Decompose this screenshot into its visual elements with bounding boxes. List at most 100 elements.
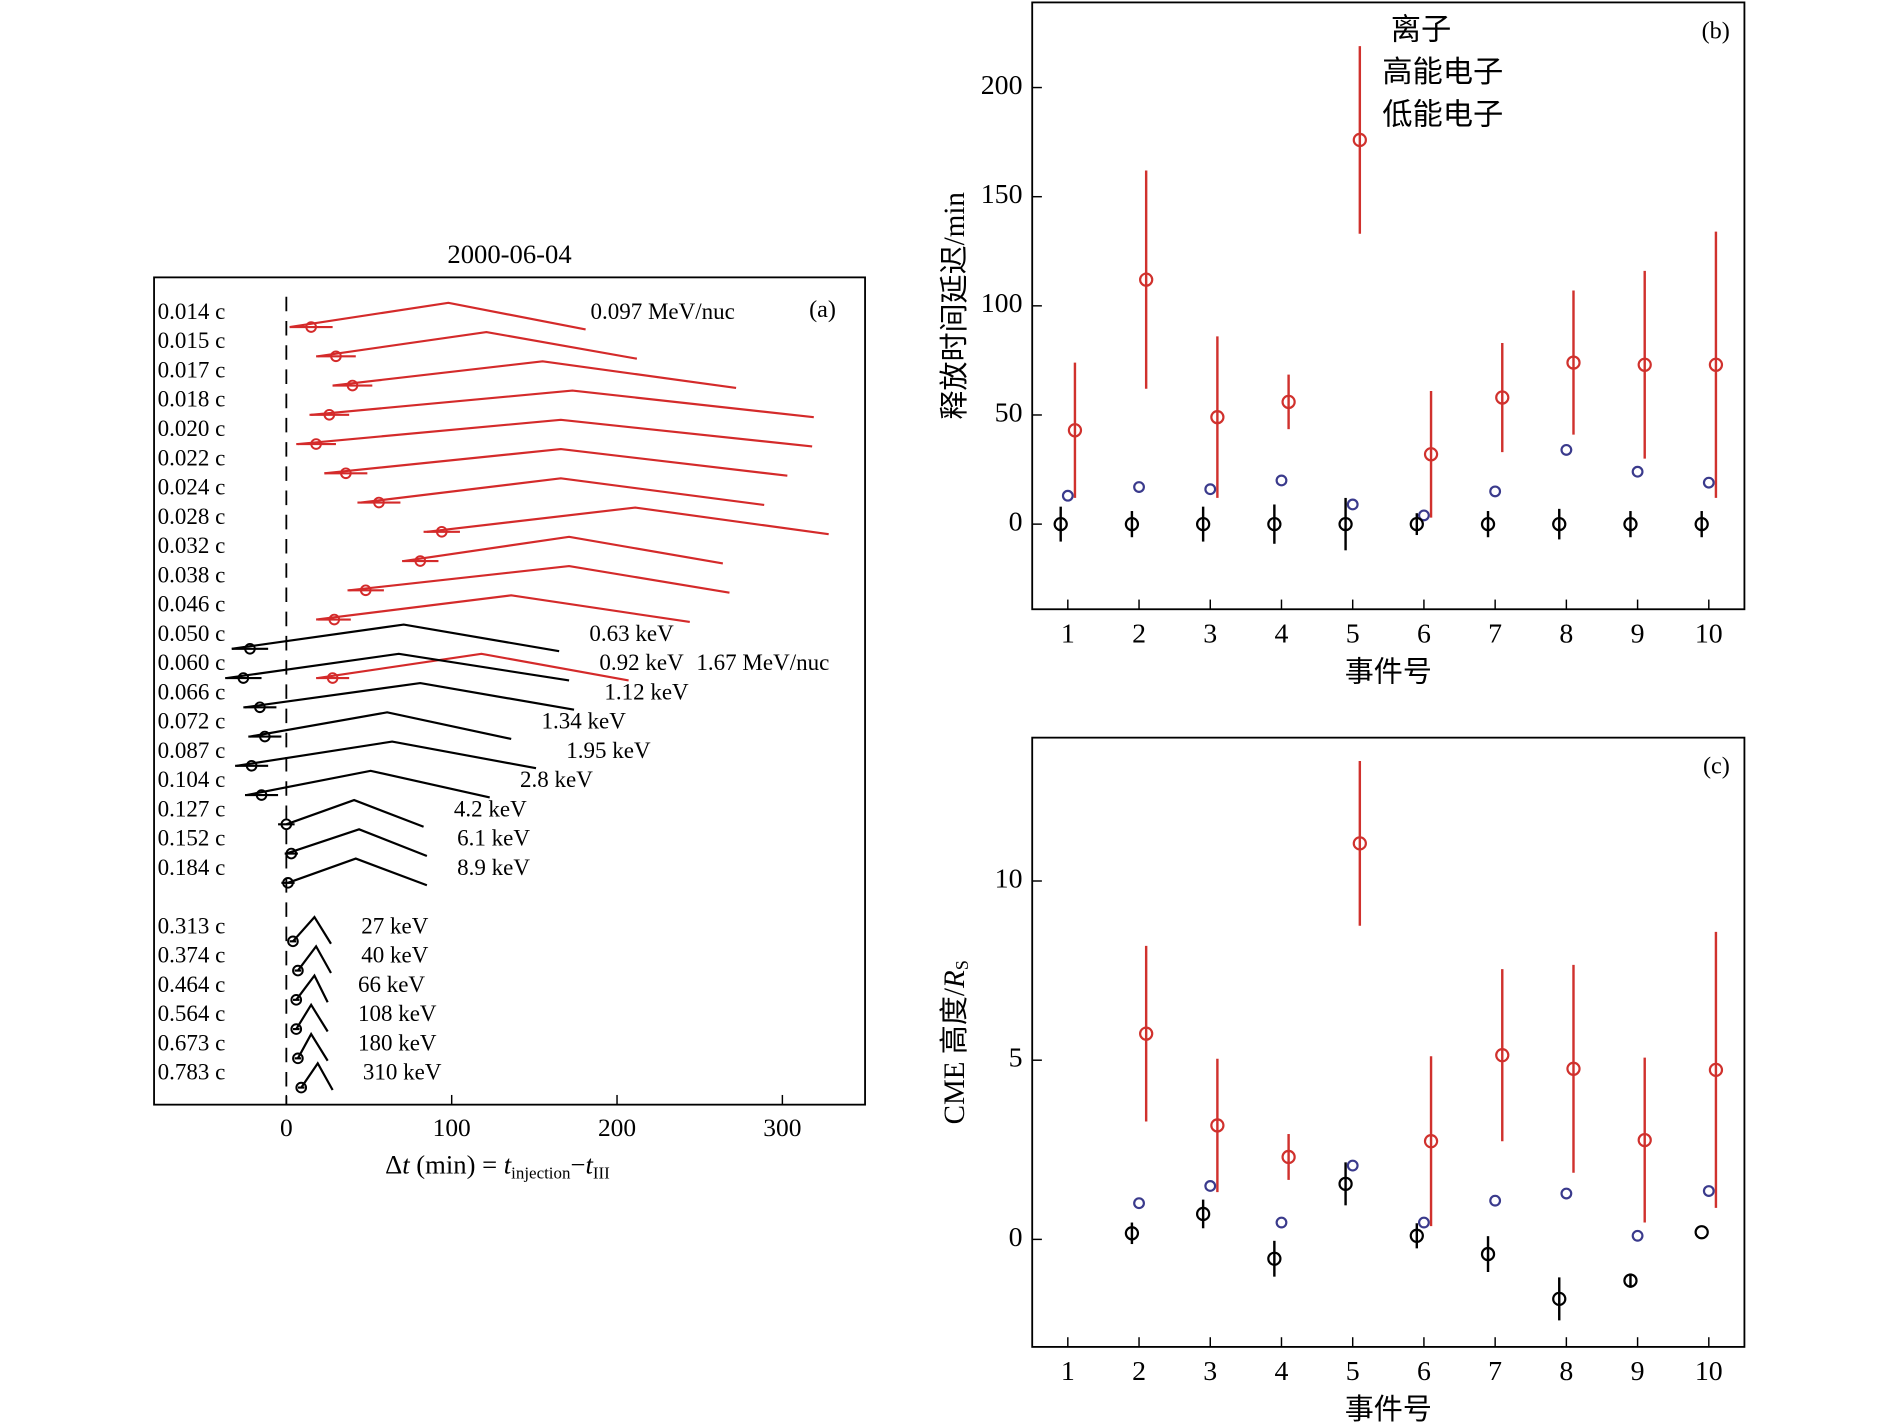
row-label: 0.015 c (158, 327, 226, 353)
point (1124, 1226, 1140, 1241)
x-axis-label-part: t (504, 1150, 512, 1180)
point (1139, 272, 1154, 287)
profile (311, 389, 814, 419)
point (1560, 443, 1573, 456)
profile (315, 594, 690, 624)
x-tick-label: 9 (1631, 618, 1645, 649)
point (1267, 1251, 1282, 1266)
profile (317, 652, 629, 682)
point (1702, 476, 1715, 489)
point (1489, 1194, 1502, 1207)
energy-label: 310 keV (363, 1059, 442, 1085)
x-tick-label: 3 (1203, 1356, 1217, 1387)
injection-point (346, 379, 359, 392)
profile (360, 477, 765, 507)
profile (324, 447, 788, 477)
row-label: 0.060 c (158, 649, 226, 675)
x-axis-label-part: − (570, 1150, 585, 1180)
row-label: 0.374 c (158, 942, 226, 968)
y-tick-label: 0 (1009, 507, 1023, 538)
x-axis-label-part: t (585, 1150, 593, 1180)
point (1631, 1229, 1644, 1242)
point (1352, 132, 1367, 148)
profile (332, 360, 737, 390)
y-axis-label: CME 高度/RS (938, 960, 973, 1124)
injection-point (245, 759, 258, 772)
point (1067, 423, 1083, 438)
injection-point (326, 672, 339, 684)
row-label: 0.066 c (158, 678, 226, 704)
energy-label: 1.95 keV (566, 737, 651, 763)
plot-frame (153, 276, 866, 1106)
energy-label: 27 keV (361, 912, 428, 938)
profile (285, 798, 424, 828)
x-tick-label: 5 (1346, 618, 1360, 649)
profile (295, 973, 329, 1003)
y-axis-label-part: CME 高度/ (938, 987, 971, 1124)
plot-frame (1031, 736, 1746, 1348)
point (1694, 516, 1709, 532)
panel-label: (b) (1702, 17, 1730, 44)
x-axis-label: 事件号 (1345, 655, 1432, 688)
row-label: 0.564 c (158, 1000, 226, 1026)
y-axis-label-part: R (939, 970, 971, 989)
profile (349, 564, 730, 594)
injection-point (359, 584, 372, 597)
y-axis-label-part: S (953, 960, 973, 970)
energy-label: 1.12 keV (604, 678, 689, 704)
point (1552, 516, 1567, 532)
energy-label: 0.92 keV (599, 649, 684, 675)
injection-point (292, 964, 304, 977)
profile (317, 330, 638, 360)
injection-point (237, 672, 250, 684)
injection-point (285, 847, 298, 860)
point (1275, 1216, 1288, 1229)
injection-point (280, 818, 293, 831)
row-label: 0.014 c (158, 298, 226, 324)
injection-point (305, 321, 317, 333)
energy-label: 108 keV (358, 1000, 437, 1026)
legend-entry: 离子 (1391, 13, 1452, 47)
energy-label: 8.9 keV (457, 854, 530, 880)
injection-point (244, 642, 256, 655)
point (1495, 390, 1510, 405)
injection-point (290, 994, 303, 1006)
x-tick-label: 7 (1488, 1356, 1502, 1387)
x-axis-label-part: injection (511, 1164, 571, 1183)
x-tick-label: 10 (1695, 1356, 1723, 1387)
energy-label: 4.2 keV (454, 795, 527, 821)
profile (297, 418, 813, 448)
series-label: 0.097 MeV/nuc (590, 298, 734, 324)
point (1275, 474, 1288, 487)
row-label: 0.087 c (158, 737, 226, 763)
point (1708, 357, 1724, 372)
legend-entry: 高能电子 (1382, 55, 1503, 89)
point (1139, 1026, 1154, 1041)
chart-title: 2000-06-04 (447, 239, 571, 269)
x-axis-label: 事件号 (1345, 1393, 1432, 1422)
row-label: 0.020 c (158, 415, 226, 441)
injection-point (328, 613, 341, 626)
x-tick-label: 200 (598, 1113, 636, 1142)
x-tick-label: 1 (1061, 1356, 1075, 1387)
injection-point (310, 438, 322, 450)
injection-point (340, 467, 352, 480)
x-tick-label: 3 (1203, 618, 1217, 649)
row-label: 0.673 c (158, 1029, 226, 1055)
point (1489, 485, 1502, 498)
injection-point (259, 730, 271, 743)
profile (295, 1002, 329, 1033)
energy-label: 66 keV (358, 971, 425, 997)
panel-label: (a) (809, 296, 836, 323)
y-tick-label: 150 (981, 179, 1023, 210)
point (1133, 1197, 1145, 1210)
row-label: 0.046 c (158, 591, 226, 617)
y-tick-label: 100 (981, 288, 1023, 319)
profile (287, 857, 428, 887)
y-axis-label: 释放时间延迟/min (938, 192, 971, 420)
point (1409, 1228, 1424, 1243)
energy-label: 40 keV (361, 942, 428, 968)
point (1566, 355, 1581, 370)
row-label: 0.313 c (158, 912, 226, 938)
y-tick-label: 50 (995, 397, 1023, 428)
